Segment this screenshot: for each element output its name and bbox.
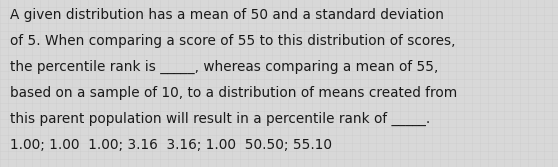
Text: the percentile rank is _____, whereas comparing a mean of 55,: the percentile rank is _____, whereas co…	[10, 60, 439, 74]
Text: of 5. When comparing a score of 55 to this distribution of scores,: of 5. When comparing a score of 55 to th…	[10, 34, 455, 48]
Text: 1.00; 1.00  1.00; 3.16  3.16; 1.00  50.50; 55.10: 1.00; 1.00 1.00; 3.16 3.16; 1.00 50.50; …	[10, 138, 332, 152]
Text: this parent population will result in a percentile rank of _____.: this parent population will result in a …	[10, 112, 430, 126]
Text: A given distribution has a mean of 50 and a standard deviation: A given distribution has a mean of 50 an…	[10, 8, 444, 22]
Text: based on a sample of 10, to a distribution of means created from: based on a sample of 10, to a distributi…	[10, 86, 457, 100]
